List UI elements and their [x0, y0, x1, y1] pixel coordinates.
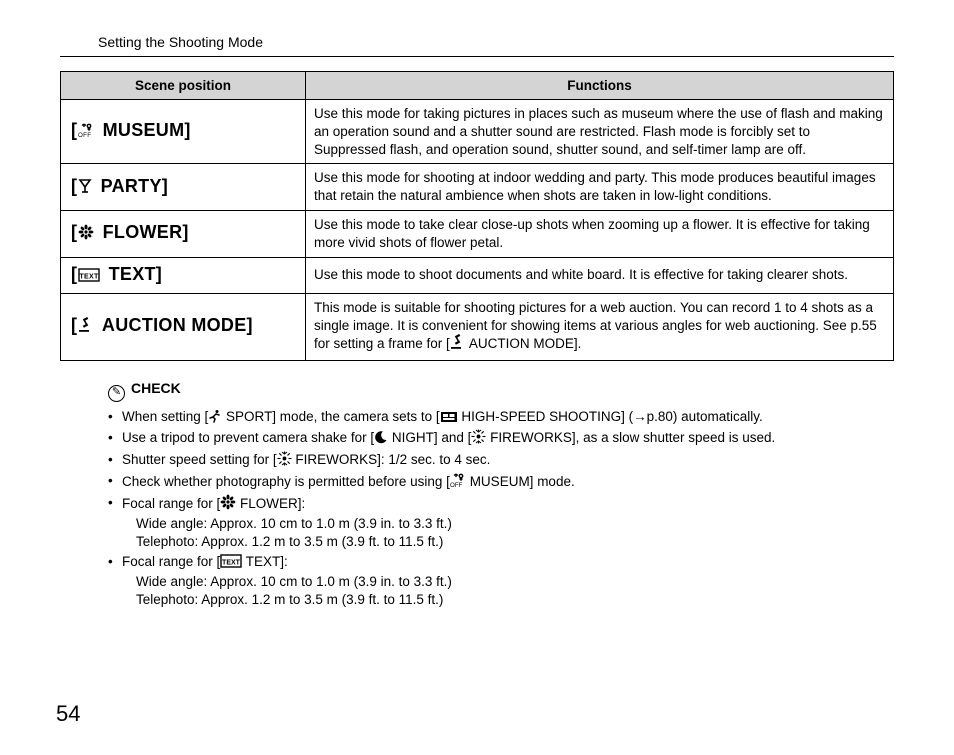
check-block: ✎CHECK When setting [ SPORT] mode, the c… [108, 379, 894, 609]
check-icon: ✎ [108, 385, 125, 402]
auction-icon [78, 317, 94, 338]
scene-cell: [TEXT TEXT] [61, 257, 306, 293]
func-cell: Use this mode to take clear close-up sho… [306, 211, 894, 258]
scene-table: Scene position Functions [OFF MUSEUM]Use… [60, 71, 894, 361]
table-row: [ FLOWER]Use this mode to take clear clo… [61, 211, 894, 258]
page-number: 54 [56, 701, 80, 727]
func-cell: Use this mode for shooting at indoor wed… [306, 164, 894, 211]
section-rule [60, 56, 894, 57]
text-icon: TEXT [220, 554, 242, 573]
fireworks-icon [277, 451, 292, 471]
func-cell: This mode is suitable for shooting pictu… [306, 293, 894, 360]
section-title: Setting the Shooting Mode [98, 34, 894, 50]
flower-icon [78, 224, 94, 245]
table-row: [ AUCTION MODE]This mode is suitable for… [61, 293, 894, 360]
scene-cell: [ FLOWER] [61, 211, 306, 258]
party-icon [78, 178, 92, 199]
svg-text:TEXT: TEXT [80, 273, 100, 280]
check-subline: Wide angle: Approx. 10 cm to 1.0 m (3.9 … [122, 573, 894, 591]
text-icon: TEXT [78, 266, 100, 287]
check-heading: ✎CHECK [108, 379, 894, 402]
func-cell: Use this mode to shoot documents and whi… [306, 257, 894, 293]
check-item: Focal range for [TEXT TEXT]: Wide angle:… [108, 553, 894, 610]
check-subline: Telephoto: Approx. 1.2 m to 3.5 m (3.9 f… [122, 591, 894, 609]
check-item: When setting [ SPORT] mode, the camera s… [108, 408, 894, 428]
th-func: Functions [306, 72, 894, 100]
check-item: Shutter speed setting for [ FIREWORKS]: … [108, 451, 894, 471]
table-row: [TEXT TEXT]Use this mode to shoot docume… [61, 257, 894, 293]
museum-icon: OFF [78, 122, 94, 143]
func-cell: Use this mode for taking pictures in pla… [306, 100, 894, 164]
table-row: [ PARTY]Use this mode for shooting at in… [61, 164, 894, 211]
scene-cell: [OFF MUSEUM] [61, 100, 306, 164]
check-subline: Telephoto: Approx. 1.2 m to 3.5 m (3.9 f… [122, 533, 894, 551]
flower-icon [220, 494, 236, 515]
museum-icon: OFF [450, 472, 466, 493]
burst-icon [440, 410, 458, 428]
check-item: Use a tripod to prevent camera shake for… [108, 429, 894, 449]
auction-icon [450, 334, 466, 355]
check-subline: Wide angle: Approx. 10 cm to 1.0 m (3.9 … [122, 515, 894, 533]
check-item: Check whether photography is permitted b… [108, 472, 894, 493]
svg-text:OFF: OFF [450, 482, 463, 488]
th-scene: Scene position [61, 72, 306, 100]
fireworks-icon [471, 429, 486, 449]
night-icon [374, 430, 388, 449]
table-row: [OFF MUSEUM]Use this mode for taking pic… [61, 100, 894, 164]
svg-text:OFF: OFF [78, 132, 91, 138]
check-item: Focal range for [ FLOWER]: Wide angle: A… [108, 494, 894, 552]
scene-cell: [ AUCTION MODE] [61, 293, 306, 360]
sport-icon [208, 409, 222, 428]
scene-cell: [ PARTY] [61, 164, 306, 211]
svg-text:TEXT: TEXT [222, 559, 241, 566]
